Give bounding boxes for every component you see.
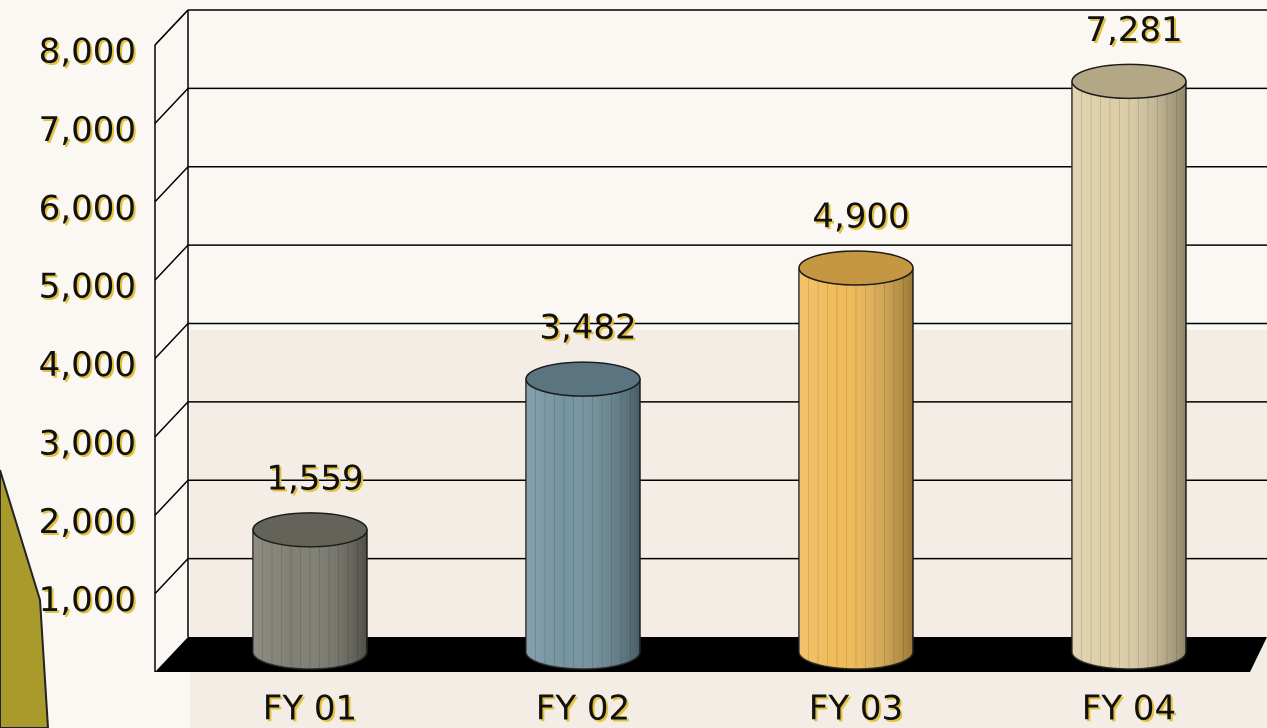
y-tick-label: 5,000 bbox=[39, 267, 136, 307]
x-tick-label: FY 03 bbox=[809, 689, 903, 728]
chart: 1,000 2,000 3,000 4,000 5,000 6,000 7,000 8,000… bbox=[0, 0, 1267, 728]
bar bbox=[526, 362, 640, 669]
bar bbox=[253, 513, 367, 669]
x-tick-label: FY 02 bbox=[536, 689, 630, 728]
bar-cap bbox=[799, 251, 913, 285]
value-label: 3,482 bbox=[539, 308, 636, 348]
value-label: 1,559 bbox=[266, 458, 363, 498]
y-tick-label: 1,000 bbox=[39, 580, 136, 620]
y-tick-label: 2,000 bbox=[39, 502, 136, 542]
page: {"chart_data": {"type": "bar", "categori… bbox=[0, 0, 1267, 728]
y-tick-label: 8,000 bbox=[39, 32, 136, 72]
bar-cap bbox=[526, 362, 640, 396]
bar-cap bbox=[1072, 64, 1186, 98]
x-tick-label: FY 01 bbox=[263, 689, 357, 728]
bar bbox=[799, 251, 913, 669]
bar bbox=[1072, 64, 1186, 669]
value-label: 4,900 bbox=[812, 196, 909, 236]
y-tick-label: 7,000 bbox=[39, 110, 136, 150]
value-label: 7,281 bbox=[1085, 10, 1182, 50]
bar-cap bbox=[253, 513, 367, 547]
y-tick-label: 4,000 bbox=[39, 345, 136, 385]
y-tick-label: 3,000 bbox=[39, 423, 136, 463]
x-tick-label: FY 04 bbox=[1082, 689, 1176, 728]
y-tick-label: 6,000 bbox=[39, 188, 136, 228]
